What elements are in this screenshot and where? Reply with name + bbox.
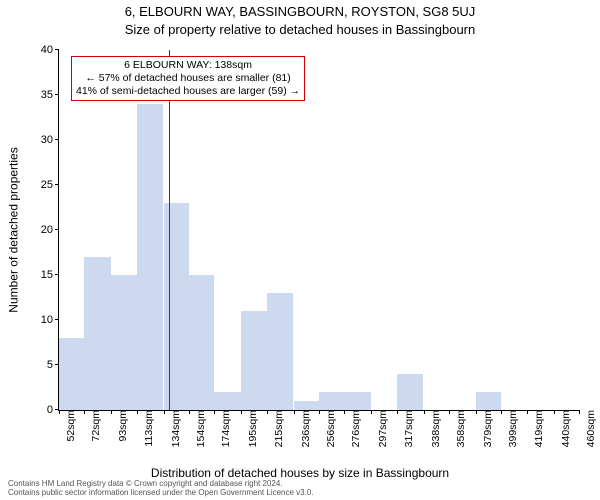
histogram-bars — [59, 50, 579, 410]
y-tick-mark — [55, 229, 59, 230]
x-tick-label: 460sqm — [583, 410, 597, 447]
x-tick-label: 174sqm — [218, 410, 232, 447]
x-tick-label: 134sqm — [168, 410, 182, 447]
y-tick-label: 10 — [41, 314, 59, 326]
y-tick-mark — [55, 49, 59, 50]
x-tick-label: 297sqm — [375, 410, 389, 447]
x-tick-label: 93sqm — [115, 410, 129, 442]
histogram-bar — [241, 311, 267, 410]
histogram-bar — [137, 104, 165, 410]
histogram-bar — [214, 392, 242, 410]
x-tick-label: 72sqm — [88, 410, 102, 442]
histogram-bar — [111, 275, 137, 410]
y-tick-label: 25 — [41, 179, 59, 191]
x-tick-mark — [579, 410, 580, 414]
x-tick-label: 236sqm — [298, 410, 312, 447]
histogram-bar — [84, 257, 112, 410]
x-tick-mark — [164, 410, 165, 414]
x-axis-label: Distribution of detached houses by size … — [0, 466, 600, 480]
histogram-bar — [294, 401, 320, 410]
y-tick-mark — [55, 94, 59, 95]
x-tick-mark — [501, 410, 502, 414]
y-tick-mark — [55, 274, 59, 275]
x-tick-mark — [59, 410, 60, 414]
x-tick-label: 440sqm — [558, 410, 572, 447]
chart-container: 6, ELBOURN WAY, BASSINGBOURN, ROYSTON, S… — [0, 0, 600, 500]
histogram-bar — [59, 338, 85, 410]
x-tick-mark — [214, 410, 215, 414]
x-tick-mark — [424, 410, 425, 414]
y-tick-mark — [55, 184, 59, 185]
footer-attribution: Contains HM Land Registry data © Crown c… — [8, 480, 592, 498]
x-tick-mark — [371, 410, 372, 414]
x-tick-mark — [267, 410, 268, 414]
histogram-bar — [164, 203, 190, 410]
x-tick-label: 379sqm — [480, 410, 494, 447]
x-tick-label: 52sqm — [63, 410, 77, 442]
x-tick-label: 113sqm — [141, 410, 155, 447]
histogram-bar — [476, 392, 502, 410]
y-tick-mark — [55, 139, 59, 140]
x-tick-mark — [137, 410, 138, 414]
x-tick-label: 256sqm — [323, 410, 337, 447]
x-tick-mark — [84, 410, 85, 414]
chart-subtitle: Size of property relative to detached ho… — [0, 22, 600, 37]
x-tick-mark — [319, 410, 320, 414]
y-tick-label: 5 — [47, 359, 59, 371]
x-tick-label: 338sqm — [428, 410, 442, 447]
annotation-box: 6 ELBOURN WAY: 138sqm ← 57% of detached … — [71, 56, 305, 101]
y-tick-label: 40 — [41, 44, 59, 56]
y-tick-label: 35 — [41, 89, 59, 101]
y-tick-label: 0 — [47, 404, 59, 416]
annotation-line1: 6 ELBOURN WAY: 138sqm — [76, 59, 300, 72]
x-tick-mark — [294, 410, 295, 414]
x-tick-label: 358sqm — [453, 410, 467, 447]
x-tick-mark — [344, 410, 345, 414]
property-marker-line — [169, 50, 170, 410]
x-tick-label: 154sqm — [193, 410, 207, 447]
x-tick-mark — [241, 410, 242, 414]
x-tick-label: 195sqm — [245, 410, 259, 447]
x-tick-mark — [476, 410, 477, 414]
x-tick-mark — [554, 410, 555, 414]
x-tick-mark — [397, 410, 398, 414]
x-tick-mark — [111, 410, 112, 414]
histogram-bar — [344, 392, 372, 410]
chart-title-address: 6, ELBOURN WAY, BASSINGBOURN, ROYSTON, S… — [0, 4, 600, 19]
histogram-bar — [397, 374, 425, 410]
plot-area: 6 ELBOURN WAY: 138sqm ← 57% of detached … — [58, 50, 579, 411]
y-tick-mark — [55, 364, 59, 365]
x-tick-label: 276sqm — [348, 410, 362, 447]
x-tick-mark — [189, 410, 190, 414]
y-tick-mark — [55, 319, 59, 320]
annotation-line3: 41% of semi-detached houses are larger (… — [76, 85, 300, 98]
x-tick-mark — [527, 410, 528, 414]
y-tick-label: 30 — [41, 134, 59, 146]
x-tick-mark — [449, 410, 450, 414]
y-tick-label: 20 — [41, 224, 59, 236]
x-tick-label: 399sqm — [505, 410, 519, 447]
histogram-bar — [267, 293, 295, 410]
histogram-bar — [189, 275, 215, 410]
x-tick-label: 215sqm — [271, 410, 285, 447]
y-tick-label: 15 — [41, 269, 59, 281]
x-tick-label: 419sqm — [531, 410, 545, 447]
histogram-bar — [319, 392, 345, 410]
x-tick-label: 317sqm — [401, 410, 415, 447]
annotation-line2: ← 57% of detached houses are smaller (81… — [76, 72, 300, 85]
y-axis-label: Number of detached properties — [6, 50, 22, 410]
